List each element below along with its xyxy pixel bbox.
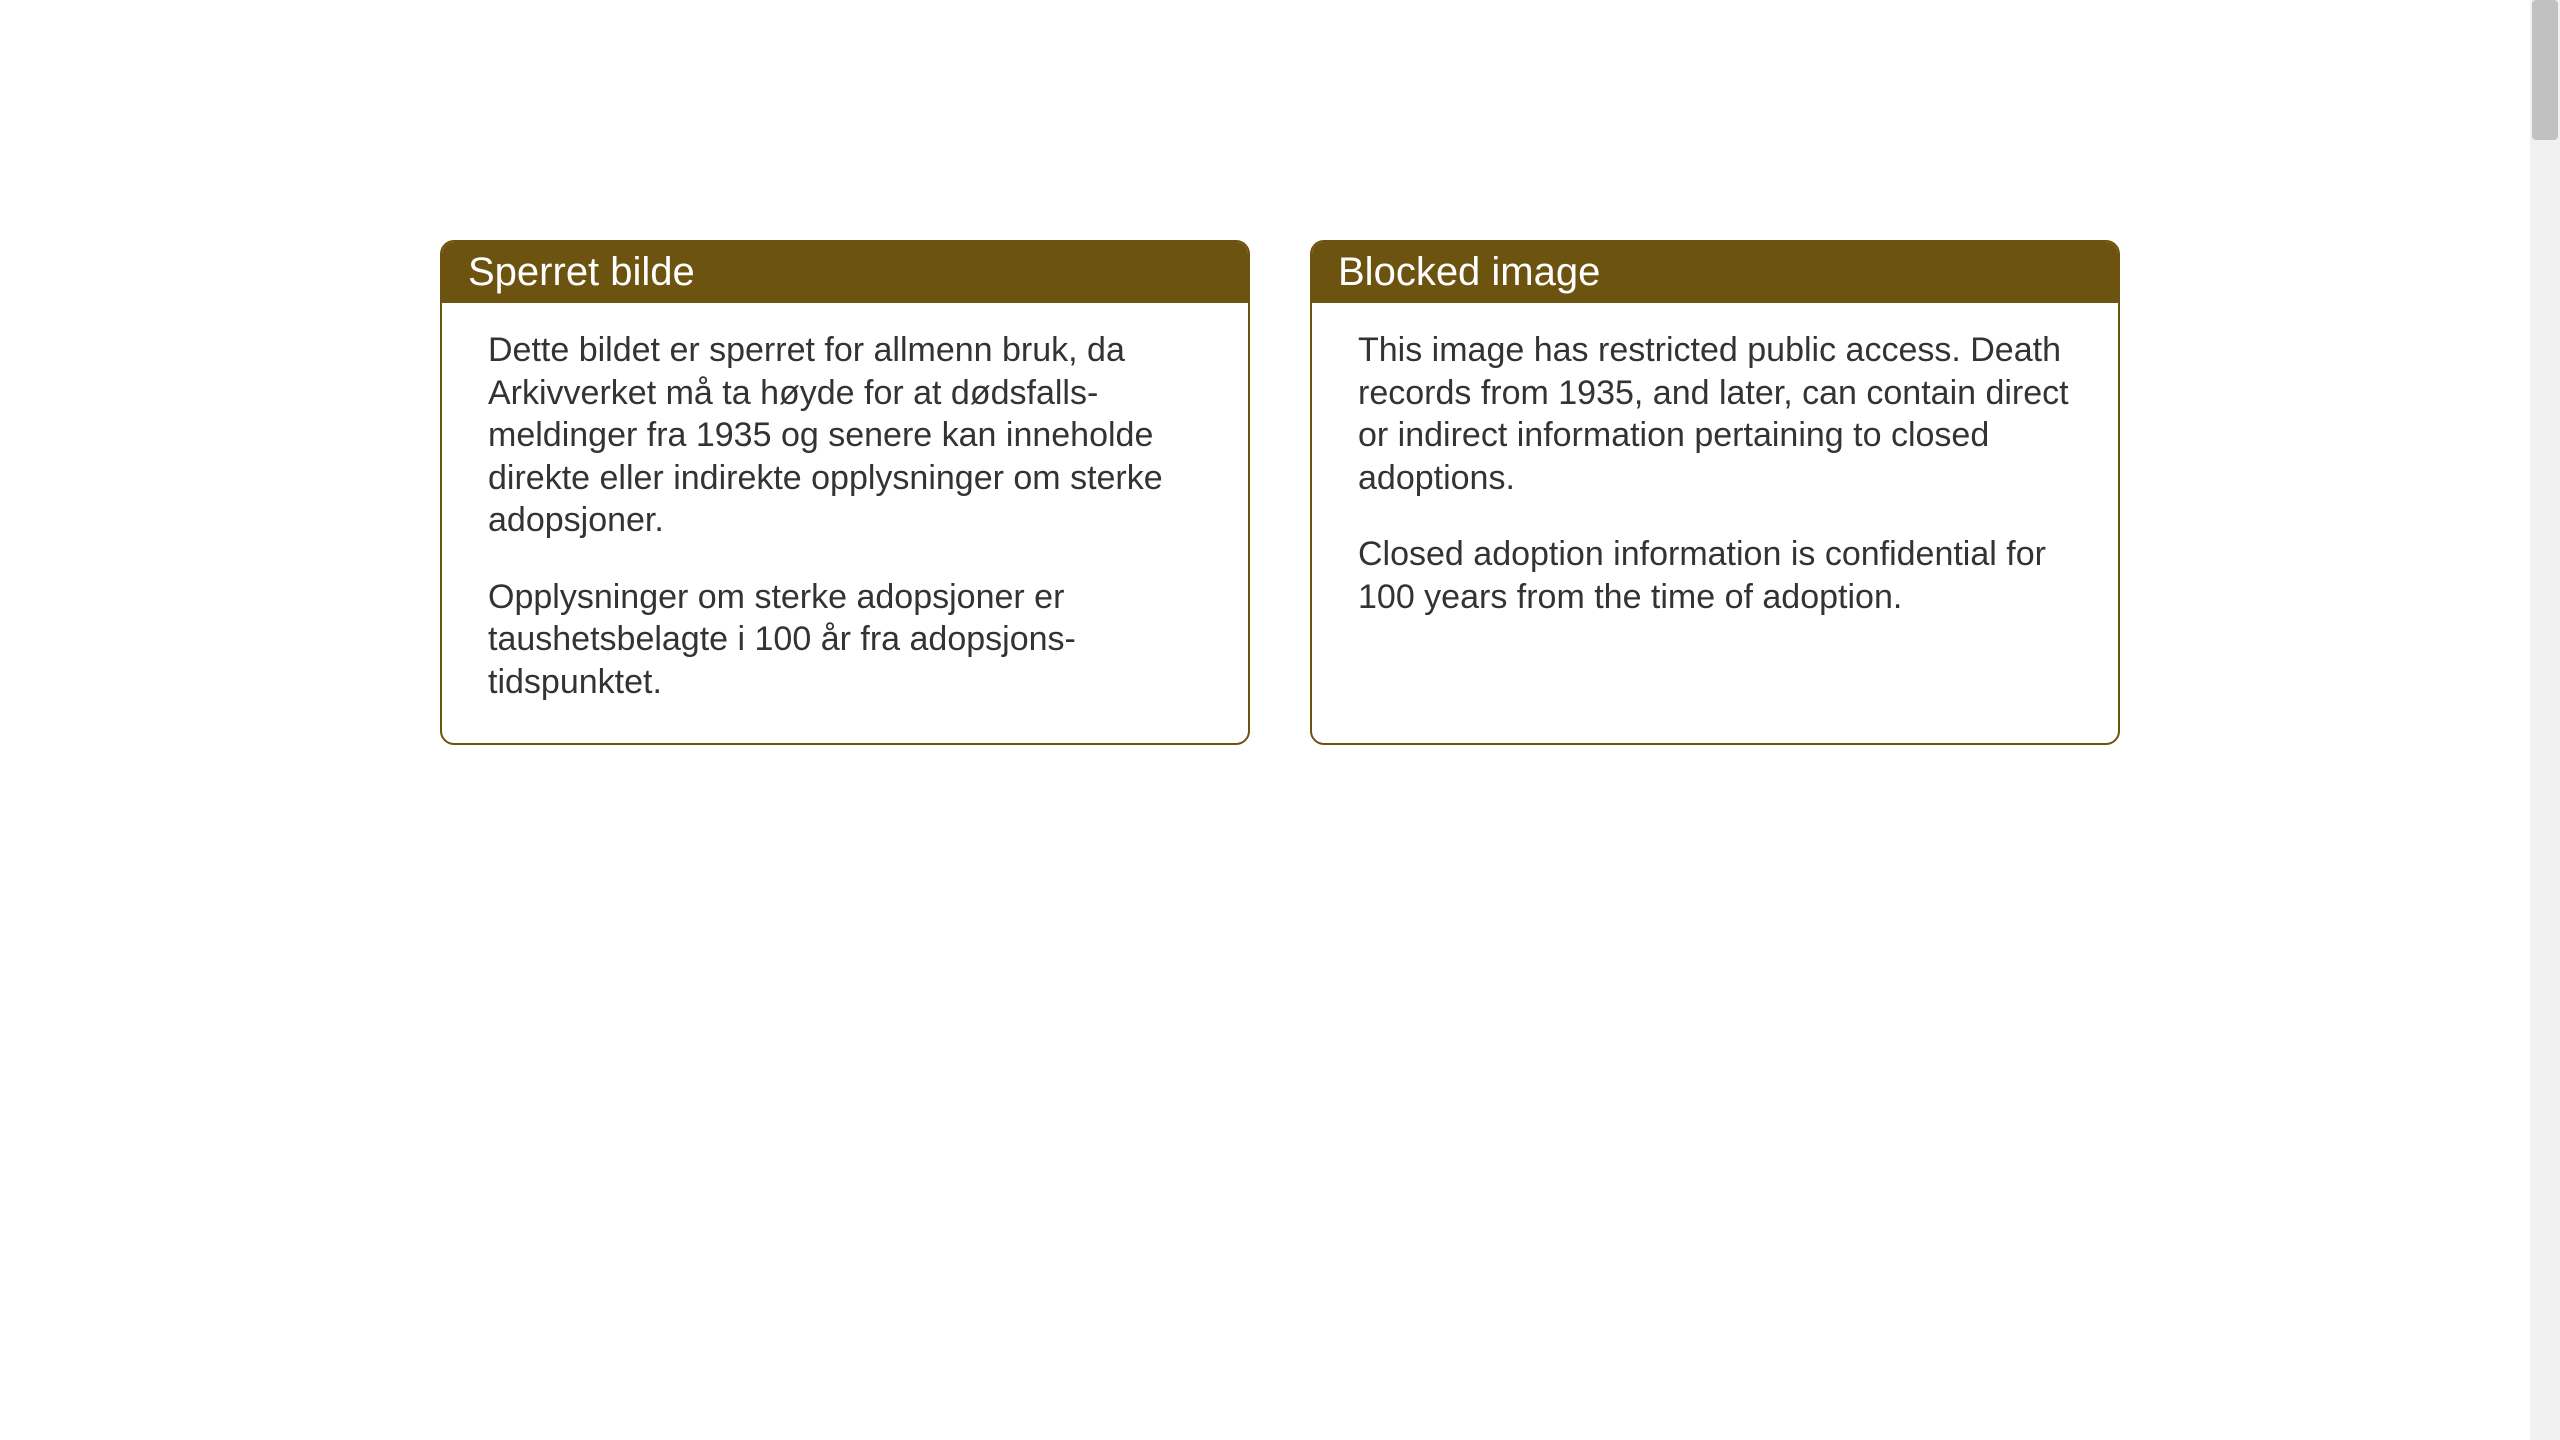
scrollbar-track[interactable] xyxy=(2530,0,2560,1440)
notice-paragraph-1-english: This image has restricted public access.… xyxy=(1358,329,2072,499)
notice-container: Sperret bilde Dette bildet er sperret fo… xyxy=(440,240,2120,745)
notice-paragraph-2-norwegian: Opplysninger om sterke adopsjoner er tau… xyxy=(488,576,1202,704)
notice-box-norwegian: Sperret bilde Dette bildet er sperret fo… xyxy=(440,240,1250,745)
scrollbar-thumb[interactable] xyxy=(2532,0,2558,140)
notice-paragraph-1-norwegian: Dette bildet er sperret for allmenn bruk… xyxy=(488,329,1202,542)
notice-body-norwegian: Dette bildet er sperret for allmenn bruk… xyxy=(442,303,1248,743)
notice-body-english: This image has restricted public access.… xyxy=(1312,303,2118,658)
notice-title-norwegian: Sperret bilde xyxy=(468,250,695,294)
notice-header-english: Blocked image xyxy=(1312,242,2118,303)
notice-box-english: Blocked image This image has restricted … xyxy=(1310,240,2120,745)
notice-paragraph-2-english: Closed adoption information is confident… xyxy=(1358,533,2072,618)
notice-header-norwegian: Sperret bilde xyxy=(442,242,1248,303)
notice-title-english: Blocked image xyxy=(1338,250,1600,294)
